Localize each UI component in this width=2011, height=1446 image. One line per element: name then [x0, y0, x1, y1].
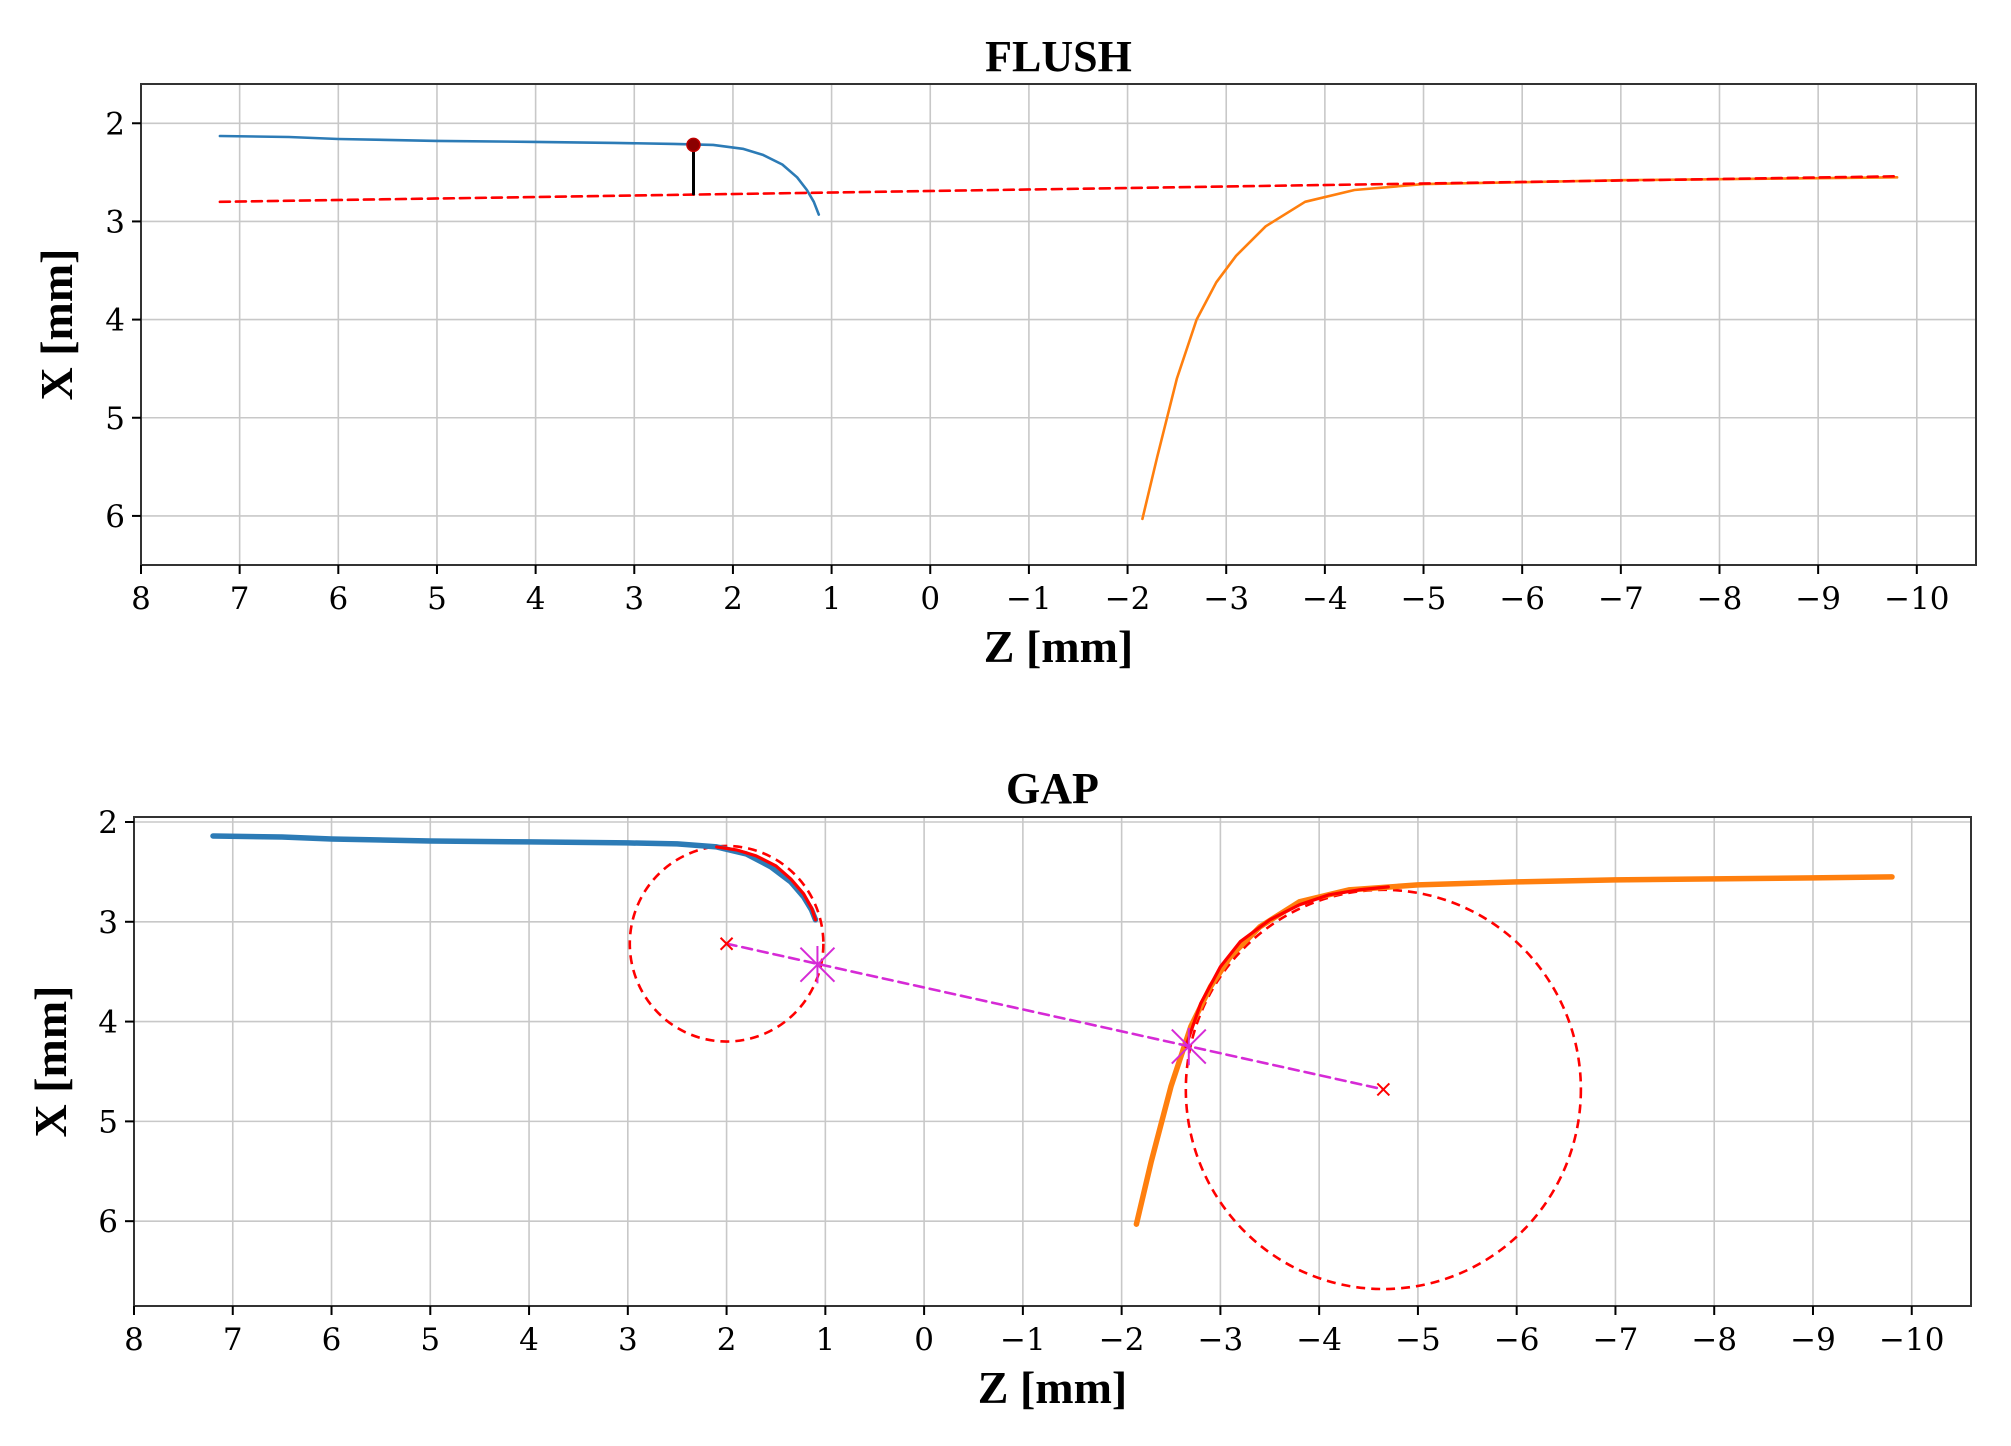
gap-y-tick-label: 2	[98, 805, 118, 841]
gap-x-tick-label: −10	[1879, 1322, 1944, 1358]
flush-x-tick-label: 4	[526, 581, 546, 617]
flush-series-2	[1141, 176, 1899, 521]
gap-plot-area	[210, 833, 1895, 1291]
flush-x-tick-label: 2	[723, 581, 743, 617]
flush-x-tick-label: −4	[1302, 581, 1348, 617]
flush-x-tick-label: −5	[1401, 581, 1447, 617]
flush-x-tick-label: 1	[822, 581, 842, 617]
gap-center-x-marker	[1376, 1082, 1391, 1097]
gap-plot-frame	[133, 816, 1972, 1307]
flush-x-tick-label: −8	[1697, 581, 1743, 617]
flush-x-tick-label: 0	[920, 581, 940, 617]
gap-fit-circle-1	[628, 844, 825, 1043]
flush-x-tick-label: −1	[1006, 581, 1052, 617]
gap-x-tick-label: −6	[1494, 1322, 1540, 1358]
gap-x-tick-label: −3	[1198, 1322, 1244, 1358]
flush-y-tick-label: 4	[105, 303, 125, 339]
flush-x-tick-label: −7	[1598, 581, 1644, 617]
flush-point-dot	[686, 137, 701, 153]
flush-x-tick-label: −6	[1499, 581, 1545, 617]
gap-tangent-asterisk-marker	[1171, 1027, 1207, 1066]
gap-y-tick-label: 6	[98, 1204, 118, 1240]
gap-x-tick-label: 0	[914, 1322, 934, 1358]
gap-y-tick-label: 4	[98, 1005, 118, 1041]
flush-y-tick-label: 5	[105, 401, 125, 437]
gap-y-tick-label: 5	[98, 1104, 118, 1140]
gap-x-tick-label: 4	[519, 1322, 539, 1358]
gap-x-tick-label: 7	[223, 1322, 243, 1358]
gap-series-3	[715, 845, 818, 922]
flush-x-tick-label: 3	[624, 581, 644, 617]
gap-x-tick-label: −2	[1099, 1322, 1145, 1358]
flush-series-1	[218, 134, 821, 216]
gap-x-tick-label: −9	[1790, 1322, 1836, 1358]
flush-x-tick-label: 6	[328, 581, 348, 617]
flush-y-tick-label: 3	[105, 204, 125, 240]
flush-y-tick-label: 2	[105, 106, 125, 142]
gap-x-tick-label: 6	[322, 1322, 342, 1358]
gap-x-tick-label: 2	[717, 1322, 737, 1358]
flush-x-tick-label: 8	[131, 581, 151, 617]
flush-plot-area	[218, 134, 1899, 521]
gap-y-tick-label: 3	[98, 905, 118, 941]
gap-title: GAP	[1006, 764, 1099, 813]
flush-x-tick-label: −10	[1884, 581, 1949, 617]
flush-chart: 8 7 6 5 4 3 2 1 0 −1 −2 −3 −4 −5 −6 −7 −8 −9 −10 2 3 4 5 6 FLUSH…	[31, 32, 1977, 672]
flush-x-tick-label: 5	[427, 581, 447, 617]
gap-x-tick-label: −7	[1593, 1322, 1639, 1358]
flush-plot-frame	[140, 83, 1977, 566]
flush-x-tick-label: −3	[1203, 581, 1249, 617]
gap-center-x-marker	[719, 937, 734, 951]
gap-x-tick-label: −8	[1691, 1322, 1737, 1358]
gap-tangent-asterisk-marker	[799, 945, 836, 984]
flush-series-3	[218, 175, 1899, 204]
flush-x-tick-label: −9	[1795, 581, 1841, 617]
gap-x-tick-label: 8	[124, 1322, 144, 1358]
flush-title: FLUSH	[985, 32, 1132, 81]
gap-x-axis-label: Z [mm]	[978, 1362, 1127, 1413]
gap-x-tick-label: −1	[1000, 1322, 1046, 1358]
gap-chart: 8 7 6 5 4 3 2 1 0 −1 −2 −3 −4 −5 −6 −7 −8 −9 −10 2 3 4 5 6 GAP Z …	[25, 764, 1972, 1413]
gap-x-tick-label: 5	[420, 1322, 440, 1358]
gap-series-5	[725, 942, 1385, 1091]
gap-series-4	[1184, 885, 1390, 1049]
gap-series-2	[1133, 874, 1895, 1227]
gap-x-tick-label: −4	[1296, 1322, 1342, 1358]
flush-x-tick-label: −2	[1105, 581, 1151, 617]
gap-x-tick-label: 1	[815, 1322, 835, 1358]
gap-x-tick-label: −5	[1395, 1322, 1441, 1358]
gap-y-axis-label: X [mm]	[25, 986, 76, 1138]
flush-y-axis-label: X [mm]	[31, 249, 82, 401]
gap-series-1	[210, 833, 819, 923]
flush-x-tick-label: 7	[230, 581, 250, 617]
flush-x-axis-label: Z [mm]	[984, 621, 1133, 672]
flush-y-tick-label: 6	[105, 499, 125, 535]
gap-x-tick-label: 3	[618, 1322, 638, 1358]
